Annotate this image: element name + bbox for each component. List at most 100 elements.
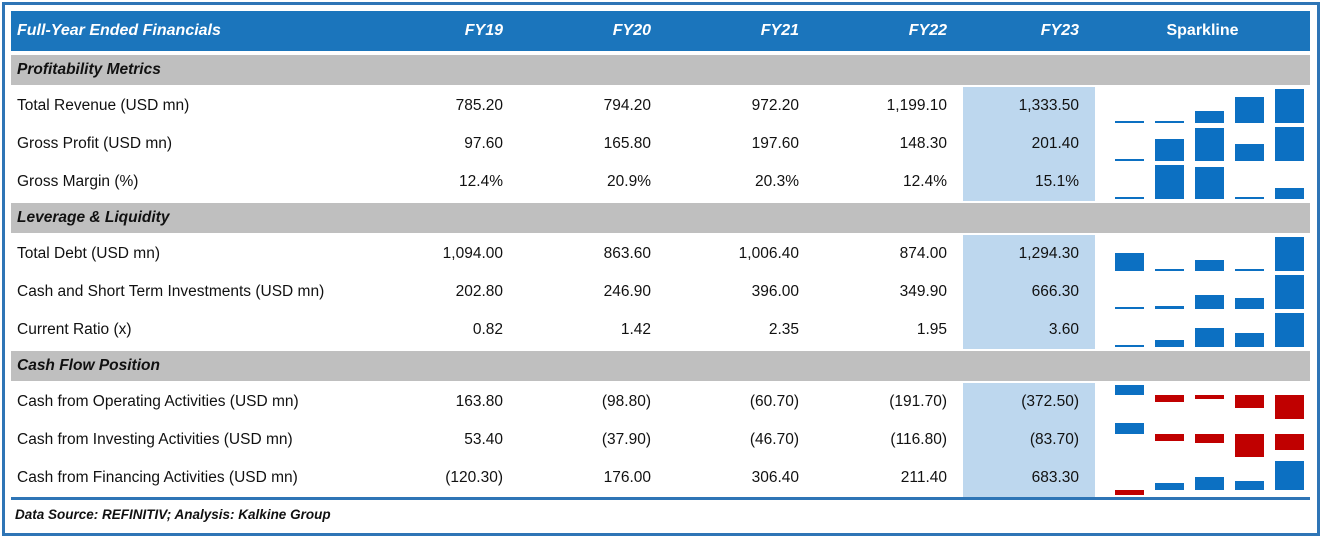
table-footer: Data Source: REFINITIV; Analysis: Kalkin… [11,497,1310,528]
value-cell-fy23: 683.30 [963,459,1095,497]
value-cell-fy20: 165.80 [603,135,651,152]
value-cell-fy20: (98.80) [601,393,651,410]
sparkline-bar [1275,188,1304,199]
row-label: Current Ratio (x) [17,321,132,338]
value-cell-fy21: 396.00 [751,283,799,300]
section-label: Cash Flow Position [17,357,160,374]
sparkline-bar [1235,144,1264,161]
value-cell-fy19: 785.20 [455,97,503,114]
value-cell-fy23: 15.1% [963,163,1095,201]
sparkline-chart [1115,313,1310,347]
sparkline-chart [1115,165,1310,199]
sparkline-bar [1195,433,1224,443]
table-row: Current Ratio (x) 0.82 1.42 2.35 1.95 3.60 [11,311,1310,349]
value-cell-fy19: 53.40 [464,431,503,448]
value-cell-fy23: (83.70) [963,421,1095,459]
sparkline-bar [1115,159,1144,161]
value-cell-fy22: 12.4% [903,173,947,190]
value-cell-fy21: 20.3% [755,173,799,190]
value-cell-fy19: (120.30) [445,469,503,486]
sparkline-bar [1195,128,1224,161]
value-cell-fy22: (116.80) [890,431,947,448]
value-cell-fy21: (46.70) [749,431,799,448]
sparkline-bar [1235,433,1264,457]
section-header-row: Leverage & Liquidity [11,201,1310,235]
value-cell-fy23: (372.50) [963,383,1095,421]
table-row: Total Revenue (USD mn) 785.20 794.20 972.20… [11,87,1310,125]
table-row: Gross Profit (USD mn) 97.60 165.80 197.60 14… [11,125,1310,163]
value-cell-fy21: 2.35 [768,321,799,338]
sparkline-bar [1195,111,1224,123]
sparkline-bar [1155,121,1184,123]
sparkline-bar [1275,89,1304,123]
value-cell-fy22: 1.95 [916,321,947,338]
table-row: Gross Margin (%) 12.4% 20.9% 20.3% 12.4% 15.1… [11,163,1310,201]
table-title: Full-Year Ended Financials [17,22,221,39]
sparkline-cell [1095,273,1310,311]
sparkline-bar [1155,482,1184,490]
sparkline-bar [1155,339,1184,347]
table-row: Cash from Financing Activities (USD mn) (… [11,459,1310,497]
sparkline-bar [1235,197,1264,199]
sparkline-chart [1115,275,1310,309]
value-cell-fy21: 1,006.40 [738,245,799,262]
row-label: Cash from Financing Activities (USD mn) [17,469,298,486]
sparkline-bar [1275,237,1304,271]
sparkline-chart [1115,423,1310,457]
value-cell-fy20: 176.00 [603,469,651,486]
value-cell-fy21: (60.70) [749,393,799,410]
sparkline-bar [1195,294,1224,309]
row-label: Cash and Short Term Investments (USD mn) [17,283,325,300]
table-row: Cash from Investing Activities (USD mn) 5… [11,421,1310,459]
sparkline-bar [1275,313,1304,347]
sparkline-bar [1155,395,1184,402]
value-cell-fy20: (37.90) [601,431,651,448]
sparkline-bar [1115,345,1144,347]
value-cell-fy19: 202.80 [455,283,503,300]
sparkline-bar [1235,298,1264,309]
table-header-row: Full-Year Ended Financials FY19 FY20 FY2… [11,11,1310,51]
sparkline-cell [1095,311,1310,349]
column-header-sparkline: Sparkline [1166,22,1239,39]
sparkline-cell [1095,459,1310,497]
sparkline-bar [1155,165,1184,199]
value-cell-fy19: 1,094.00 [442,245,503,262]
column-header-fy23: FY23 [1040,22,1079,39]
sparkline-bar [1115,121,1144,123]
value-cell-fy22: (191.70) [889,393,947,410]
row-label: Total Debt (USD mn) [17,245,160,262]
value-cell-fy23: 1,294.30 [963,235,1095,273]
table-row: Total Debt (USD mn) 1,094.00 863.60 1,006.4… [11,235,1310,273]
sparkline-bar [1115,423,1144,434]
section-label: Leverage & Liquidity [17,209,170,226]
value-cell-fy23: 201.40 [963,125,1095,163]
column-header-fy19: FY19 [464,22,503,39]
table-row: Cash and Short Term Investments (USD mn)… [11,273,1310,311]
sparkline-bar [1235,395,1264,408]
sparkline-cell [1095,235,1310,273]
sparkline-chart [1115,385,1310,419]
column-header-fy22: FY22 [908,22,947,39]
value-cell-fy20: 863.60 [603,245,651,262]
sparkline-cell [1095,87,1310,125]
sparkline-bar [1235,269,1264,271]
value-cell-fy19: 163.80 [455,393,503,410]
row-label: Total Revenue (USD mn) [17,97,190,114]
sparkline-bar [1195,476,1224,490]
section-header-row: Profitability Metrics [11,53,1310,87]
sparkline-chart [1115,461,1310,495]
sparkline-bar [1115,385,1144,396]
value-cell-fy20: 794.20 [603,97,651,114]
sparkline-cell [1095,163,1310,201]
row-label: Gross Margin (%) [17,173,139,190]
column-header-fy20: FY20 [612,22,651,39]
sparkline-bar [1275,275,1304,309]
sparkline-bar [1275,127,1304,161]
value-cell-fy20: 246.90 [603,283,651,300]
section-label: Profitability Metrics [17,61,161,78]
sparkline-bar [1235,333,1264,347]
value-cell-fy23: 3.60 [963,311,1095,349]
sparkline-bar [1115,489,1144,495]
sparkline-bar [1115,252,1144,271]
